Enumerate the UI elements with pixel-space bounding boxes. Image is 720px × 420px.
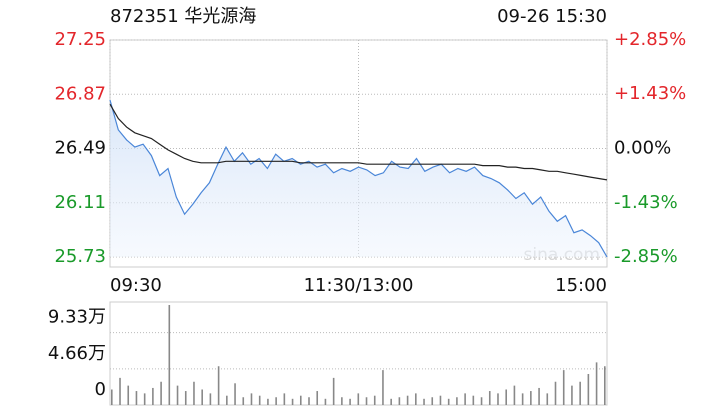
volume-bar (250, 393, 253, 405)
volume-bar (423, 398, 425, 405)
volume-bar (488, 391, 491, 405)
average-line (109, 103, 608, 181)
volume-bar (267, 398, 269, 405)
y-tick-label: 9.33万 (48, 307, 106, 328)
volume-bar (390, 398, 392, 405)
volume-bar (530, 391, 532, 405)
volume-bar (308, 397, 310, 405)
x-tick-label: 09:30 (110, 275, 162, 296)
y2-tick-label: -2.85% (614, 246, 678, 267)
volume-bar (472, 395, 475, 405)
price-area (110, 100, 607, 257)
volume-bar (497, 393, 499, 405)
volume-bar (291, 398, 294, 405)
volume-bar (373, 395, 376, 405)
volume-bar (119, 377, 121, 405)
volume-bar (324, 398, 327, 405)
volume-bar (209, 393, 212, 405)
volume-bar (431, 397, 434, 405)
volume-bar (242, 397, 245, 405)
volume-bar (604, 366, 606, 405)
volume-bar (349, 398, 351, 405)
volume-bar (193, 381, 195, 405)
volume-bar (406, 395, 409, 405)
volume-bar (160, 381, 162, 405)
volume-bar (562, 370, 565, 405)
volume-bar (168, 305, 171, 405)
x-tick-label: 11:30/13:00 (304, 275, 414, 296)
volume-bar (234, 383, 236, 405)
y2-tick-label: +2.85% (614, 29, 686, 50)
y-tick-label: 26.49 (54, 138, 106, 159)
volume-bar (299, 395, 302, 405)
volume-bar (275, 397, 277, 405)
volume-bar (357, 393, 360, 405)
y-tick-label: 26.87 (54, 83, 106, 104)
volume-bar (521, 393, 524, 405)
title: 872351 华光源海 (110, 6, 256, 27)
y-tick-label: 27.25 (54, 29, 106, 50)
volume-bar (341, 397, 343, 405)
volume-bar (143, 393, 146, 405)
x-tick-label: 15:00 (555, 275, 607, 296)
volume-bar (152, 387, 154, 405)
volume-bar (283, 393, 286, 405)
y-tick-label: 4.66万 (48, 343, 106, 364)
volume-bar (316, 391, 319, 405)
volume-bar (226, 395, 228, 405)
volume-bar (579, 381, 581, 405)
volume-bar (135, 391, 138, 405)
volume-bar (513, 385, 516, 405)
volume-bar (184, 391, 187, 405)
volume-bar (382, 370, 384, 405)
volume-bar (456, 397, 458, 405)
price-line (109, 99, 608, 258)
volume-frame (109, 301, 608, 406)
volume-bar (332, 377, 335, 405)
volume-bar (176, 385, 179, 405)
volume-bar (587, 373, 590, 405)
volume-bar (447, 398, 450, 405)
volume-bar (111, 389, 113, 405)
datetime: 09-26 15:30 (497, 6, 607, 27)
volume-bar (217, 366, 220, 405)
volume-bar (365, 397, 368, 405)
volume-bar (538, 387, 540, 405)
volume-bar (464, 393, 466, 405)
y2-tick-label: +1.43% (614, 83, 686, 104)
y-tick-label: 25.73 (54, 246, 106, 267)
volume-bar (415, 393, 417, 405)
volume-bar (439, 395, 442, 405)
y2-tick-label: -1.43% (614, 192, 678, 213)
volume-bar (398, 397, 401, 405)
volume-bar (201, 389, 203, 405)
volume-bar (554, 381, 557, 405)
volume-bar (505, 389, 507, 405)
y-tick-label: 26.11 (54, 192, 106, 213)
volume-bar (595, 362, 598, 405)
y2-tick-label: 0.00% (614, 138, 671, 159)
volume-bar (258, 395, 261, 405)
volume-bar (127, 385, 130, 405)
volume-bar (480, 397, 483, 405)
y-tick-label: 0 (95, 379, 106, 400)
volume-bar (571, 385, 573, 405)
volume-bar (546, 393, 549, 405)
